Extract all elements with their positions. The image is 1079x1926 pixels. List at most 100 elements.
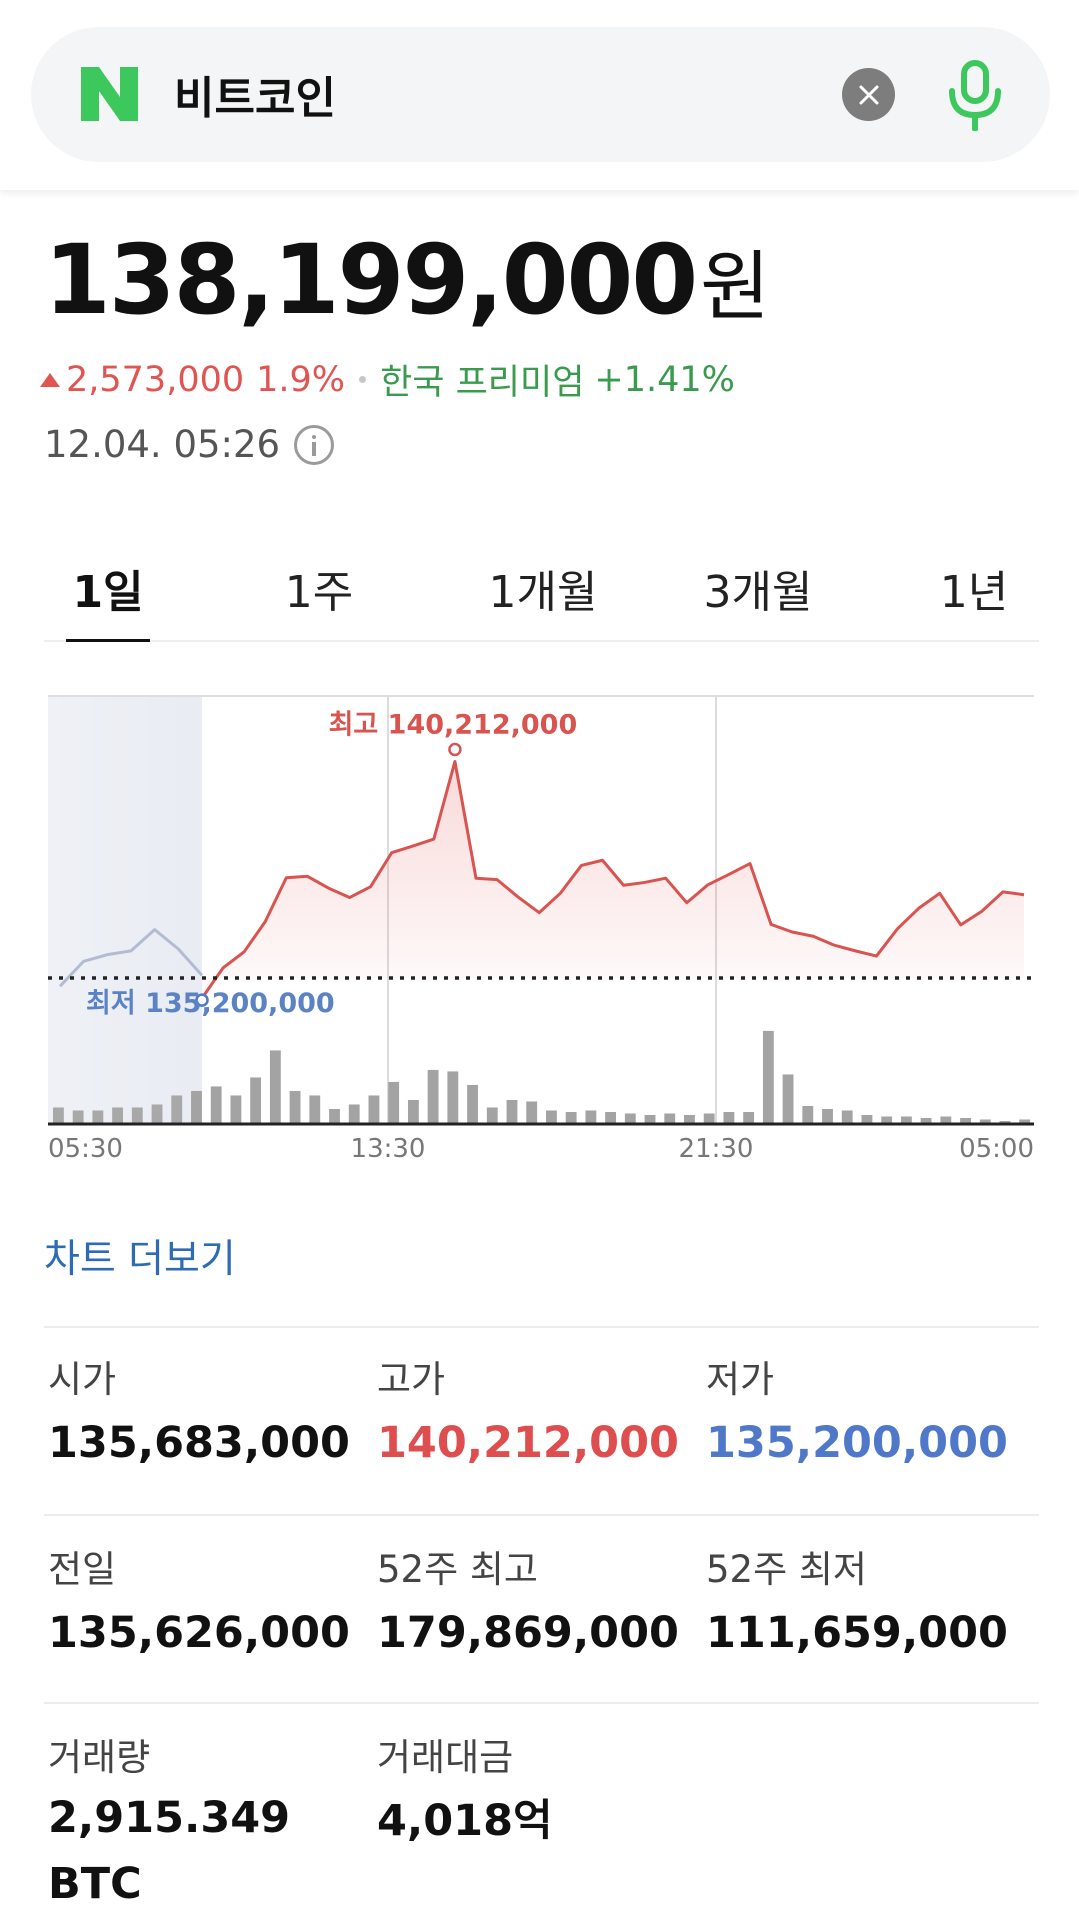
tab-label: 1개월 [488, 567, 598, 618]
stat-value: 140,212,000 [377, 1418, 679, 1468]
stat-label: 거래량 [48, 1736, 151, 1779]
current-price: 138,199,000 원 [44, 224, 770, 336]
volume-bar [940, 1116, 952, 1124]
volume-bar [743, 1111, 755, 1124]
search-bar[interactable] [31, 27, 1050, 162]
volume-bar [191, 1090, 202, 1124]
clear-search-button[interactable] [842, 68, 895, 121]
volume-bar [329, 1108, 340, 1124]
volume-bar [92, 1110, 104, 1124]
stat-open: 시가 135,683,000 [48, 1355, 368, 1471]
volume-bar [841, 1110, 853, 1124]
price-unit: 원 [700, 242, 771, 331]
period-tabs: 1일 1주 1개월 3개월 1년 [44, 540, 1039, 642]
volume-bar [565, 1111, 577, 1124]
stat-label: 시가 [48, 1358, 117, 1401]
volume-bar [72, 1110, 84, 1124]
volume-bar [644, 1114, 656, 1124]
volume-bar [506, 1099, 518, 1124]
volume-bar [348, 1104, 360, 1124]
price-value: 138,199,000 [44, 224, 698, 336]
separator-dot [359, 376, 367, 383]
volume-bar [881, 1116, 893, 1124]
tab-1-week[interactable]: 1주 [277, 540, 361, 640]
stat-value: 111,659,000 [706, 1608, 1008, 1658]
volume-bar [723, 1111, 735, 1124]
divider [44, 1514, 1039, 1516]
stat-label: 52주 최고 [377, 1548, 538, 1591]
volume-bar [999, 1120, 1011, 1124]
high-marker [448, 742, 462, 757]
volume-bar [210, 1086, 222, 1124]
volume-bar [762, 1030, 774, 1124]
price-line [200, 760, 1025, 999]
stat-value: 179,869,000 [377, 1608, 679, 1658]
chart-more-link[interactable]: 차트 더보기 [44, 1237, 236, 1282]
volume-bar [822, 1108, 833, 1124]
search-input[interactable] [174, 61, 834, 127]
divider [44, 1326, 1039, 1328]
volume-bar [53, 1107, 64, 1124]
stat-label: 전일 [48, 1548, 117, 1591]
search-header [0, 0, 1079, 190]
microphone-icon[interactable] [940, 59, 1010, 131]
stat-value: 135,200,000 [706, 1418, 1008, 1468]
volume-bar [112, 1107, 124, 1124]
change-percent: 1.9% [256, 359, 346, 400]
x-tick-label: 05:30 [48, 1134, 123, 1164]
stat-52w-high: 52주 최고 179,869,000 [377, 1545, 697, 1661]
stat-low: 저가 135,200,000 [706, 1355, 1026, 1471]
intraday-price-chart[interactable]: 최고 140,212,000 최저 135,200,000 05:30 13:30 21… [0, 660, 1079, 1180]
low-label: 최저 135,200,000 [86, 988, 335, 1019]
volume-bar [171, 1095, 183, 1124]
stat-52w-low: 52주 최저 111,659,000 [706, 1545, 1026, 1661]
prior-session-shade [48, 696, 202, 1124]
tab-label: 1주 [284, 567, 354, 618]
x-tick-label: 21:30 [679, 1134, 754, 1164]
volume-bar [407, 1099, 419, 1124]
volume-bar [1019, 1119, 1031, 1124]
volume-bar [388, 1081, 400, 1124]
divider [44, 1702, 1039, 1704]
volume-bar [467, 1084, 478, 1124]
volume-bar [920, 1117, 932, 1124]
change-amount: 2,573,000 [66, 359, 245, 400]
info-icon[interactable] [294, 424, 335, 465]
tab-1-year[interactable]: 1년 [932, 540, 1016, 640]
stat-label: 거래대금 [377, 1736, 514, 1779]
stat-label: 고가 [377, 1358, 446, 1401]
high-label: 최고 140,212,000 [329, 710, 578, 741]
volume-bar [960, 1117, 971, 1124]
volume-bar [427, 1069, 439, 1124]
volume-bar [486, 1107, 498, 1124]
volume-bar [585, 1110, 597, 1124]
volume-bar [900, 1116, 912, 1124]
stat-prev-close: 전일 135,626,000 [48, 1545, 368, 1661]
volume-bar [526, 1101, 538, 1124]
stat-label: 52주 최저 [706, 1548, 867, 1591]
stat-high: 고가 140,212,000 [377, 1355, 697, 1471]
stat-value: 2,915.349 BTC [48, 1793, 291, 1909]
tab-1-day[interactable]: 1일 [66, 540, 150, 642]
volume-bar [230, 1095, 242, 1124]
korea-premium-label: 한국 프리미엄 [380, 363, 585, 403]
stat-turnover: 거래대금 4,018억 [377, 1733, 697, 1849]
tab-1-month[interactable]: 1개월 [478, 540, 608, 640]
naver-logo-icon[interactable] [81, 67, 138, 121]
volume-bar [684, 1114, 695, 1124]
timestamp-row: 12.04. 05:26 [44, 423, 335, 466]
volume-bar [151, 1104, 163, 1124]
volume-bar [250, 1077, 262, 1124]
volume-bar [861, 1114, 873, 1124]
volume-bar [546, 1110, 557, 1124]
tab-3-month[interactable]: 3개월 [693, 540, 823, 640]
stat-value: 135,626,000 [48, 1608, 350, 1658]
volume-bar [664, 1113, 676, 1124]
x-tick-label: 13:30 [351, 1134, 426, 1164]
volume-bar [447, 1071, 459, 1124]
volume-bar [703, 1113, 715, 1124]
volume-bar [131, 1107, 143, 1124]
tab-label: 3개월 [703, 567, 813, 618]
korea-premium-value: +1.41% [594, 359, 735, 400]
close-icon [859, 85, 878, 104]
